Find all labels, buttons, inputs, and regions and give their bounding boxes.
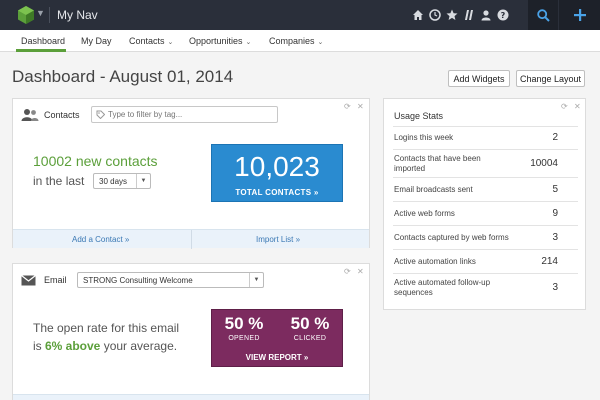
tag-icon	[96, 110, 105, 119]
usage-label: Active automated follow-up sequences	[394, 278, 491, 297]
add-button[interactable]	[559, 0, 600, 30]
search-button[interactable]	[528, 0, 558, 30]
usage-value: 9	[552, 208, 558, 219]
view-report-link: VIEW REPORT »	[245, 353, 309, 362]
usage-value: 2	[552, 132, 558, 143]
add-contact-link[interactable]: Add a Contact »	[72, 235, 130, 244]
email-footer	[13, 394, 369, 400]
divider	[191, 230, 192, 249]
usage-row: Contacts that have been imported 10004	[393, 149, 578, 177]
period-value: 30 days	[99, 177, 128, 186]
usage-row: Active web forms 9	[393, 201, 578, 225]
usage-value: 10004	[530, 158, 558, 169]
usage-label: Contacts that have been imported	[394, 154, 481, 173]
total-contacts-link: TOTAL CONTACTS »	[235, 188, 319, 197]
usage-row: Active automation links 214	[393, 249, 578, 273]
usage-value: 3	[552, 232, 558, 243]
app-title[interactable]: My Nav	[57, 8, 98, 22]
clock-icon[interactable]	[429, 9, 441, 21]
clicked-percent: 50 %	[290, 314, 330, 333]
top-icon-group: ?	[412, 0, 509, 30]
view-report-tile[interactable]: 50 % OPENED 50 % CLICKED VIEW REPORT »	[211, 309, 343, 367]
nav-item-dashboard[interactable]: Dashboard	[21, 36, 65, 46]
nav-item-label: Dashboard	[21, 36, 66, 46]
usage-label: Email broadcasts sent	[394, 185, 473, 194]
chevron-down-icon: ⌄	[317, 39, 324, 46]
search-icon	[536, 8, 550, 22]
envelope-icon	[21, 275, 36, 286]
email-title: Email	[44, 275, 67, 285]
add-widgets-button[interactable]: Add Widgets	[448, 70, 510, 87]
divider	[49, 7, 50, 23]
nav-item-label: Companies	[269, 36, 315, 46]
chevron-down-icon: ⌄	[167, 39, 174, 46]
usage-value: 3	[552, 282, 558, 293]
nav-item-label: Contacts	[129, 36, 165, 46]
chevron-down-icon[interactable]: ▼	[36, 8, 45, 18]
nav-item-companies[interactable]: Companies ⌄	[269, 36, 323, 46]
main-nav: Dashboard My Day Contacts ⌄ Opportunities…	[0, 30, 600, 52]
usage-label: Active automation links	[394, 257, 476, 266]
open-rate-suffix: your average.	[100, 339, 178, 353]
contacts-widget: ⟳ ✕ Contacts 10002 new contacts in the l…	[12, 98, 370, 249]
chevron-down-icon: ▼	[136, 174, 150, 188]
help-icon[interactable]: ?	[497, 9, 509, 21]
opened-label: OPENED	[228, 335, 260, 342]
usage-stats-title: Usage Stats	[394, 111, 444, 121]
active-tab-indicator	[16, 49, 66, 52]
clicked-label: CLICKED	[293, 335, 327, 342]
nav-item-opportunities[interactable]: Opportunities ⌄	[189, 36, 251, 46]
email-widget: ⟳ ✕ Email STRONG Consulting Welcome ▼ Th…	[12, 263, 370, 400]
usage-label: Logins this week	[394, 133, 454, 142]
nav-item-my-day[interactable]: My Day	[81, 36, 112, 46]
refresh-icon[interactable]: ⟳	[344, 102, 351, 111]
refresh-icon[interactable]: ⟳	[344, 267, 351, 276]
email-select[interactable]: STRONG Consulting Welcome ▼	[77, 272, 264, 288]
puzzle-icon[interactable]	[463, 9, 475, 21]
new-contacts-count: 10002 new contacts	[33, 153, 158, 169]
usage-row: Contacts captured by web forms 3	[393, 225, 578, 249]
plus-icon	[573, 9, 586, 21]
top-bar: ▼ My Nav ?	[0, 0, 600, 30]
usage-label: Contacts captured by web forms	[394, 233, 509, 242]
user-icon[interactable]	[480, 9, 492, 21]
usage-stats-widget: ⟳ ✕ Usage Stats Logins this week 2 Conta…	[383, 98, 586, 310]
in-the-last-label: in the last	[33, 174, 85, 188]
chevron-down-icon: ▼	[249, 273, 263, 287]
open-rate-text: The open rate for this email	[33, 321, 180, 335]
star-icon[interactable]	[446, 9, 458, 21]
import-list-link[interactable]: Import List »	[256, 235, 301, 244]
usage-value: 214	[541, 256, 558, 267]
tag-filter-input[interactable]	[91, 106, 278, 123]
close-icon[interactable]: ✕	[574, 102, 581, 111]
home-icon[interactable]	[412, 9, 424, 21]
nav-item-label: Opportunities	[189, 36, 243, 46]
contacts-icon	[21, 109, 39, 121]
logo-icon[interactable]	[16, 5, 36, 25]
email-select-value: STRONG Consulting Welcome	[83, 276, 193, 285]
change-layout-button[interactable]: Change Layout	[516, 70, 585, 87]
usage-value: 5	[552, 184, 558, 195]
page-title: Dashboard - August 01, 2014	[12, 67, 234, 86]
close-icon[interactable]: ✕	[357, 102, 364, 111]
chevron-down-icon: ⌄	[245, 39, 252, 46]
nav-item-label: My Day	[81, 36, 112, 46]
svg-text:?: ?	[501, 11, 506, 20]
open-rate-prefix: is	[33, 339, 45, 353]
total-contacts-number: 10,023	[234, 151, 320, 182]
refresh-icon[interactable]: ⟳	[561, 102, 568, 111]
nav-item-contacts[interactable]: Contacts ⌄	[129, 36, 173, 46]
contacts-title: Contacts	[44, 110, 80, 120]
usage-label: Active web forms	[394, 209, 455, 218]
open-rate-highlight: 6% above	[45, 339, 101, 353]
close-icon[interactable]: ✕	[357, 267, 364, 276]
open-rate-comparison: is 6% above your average.	[33, 339, 177, 353]
opened-percent: 50 %	[224, 314, 264, 333]
usage-row: Email broadcasts sent 5	[393, 177, 578, 201]
total-contacts-tile[interactable]: 10,023 TOTAL CONTACTS »	[211, 144, 343, 202]
contacts-footer: Add a Contact » Import List »	[13, 229, 369, 249]
usage-row: Logins this week 2	[393, 126, 578, 149]
period-select[interactable]: 30 days ▼	[93, 173, 151, 189]
usage-row: Active automated follow-up sequences 3	[393, 273, 578, 301]
